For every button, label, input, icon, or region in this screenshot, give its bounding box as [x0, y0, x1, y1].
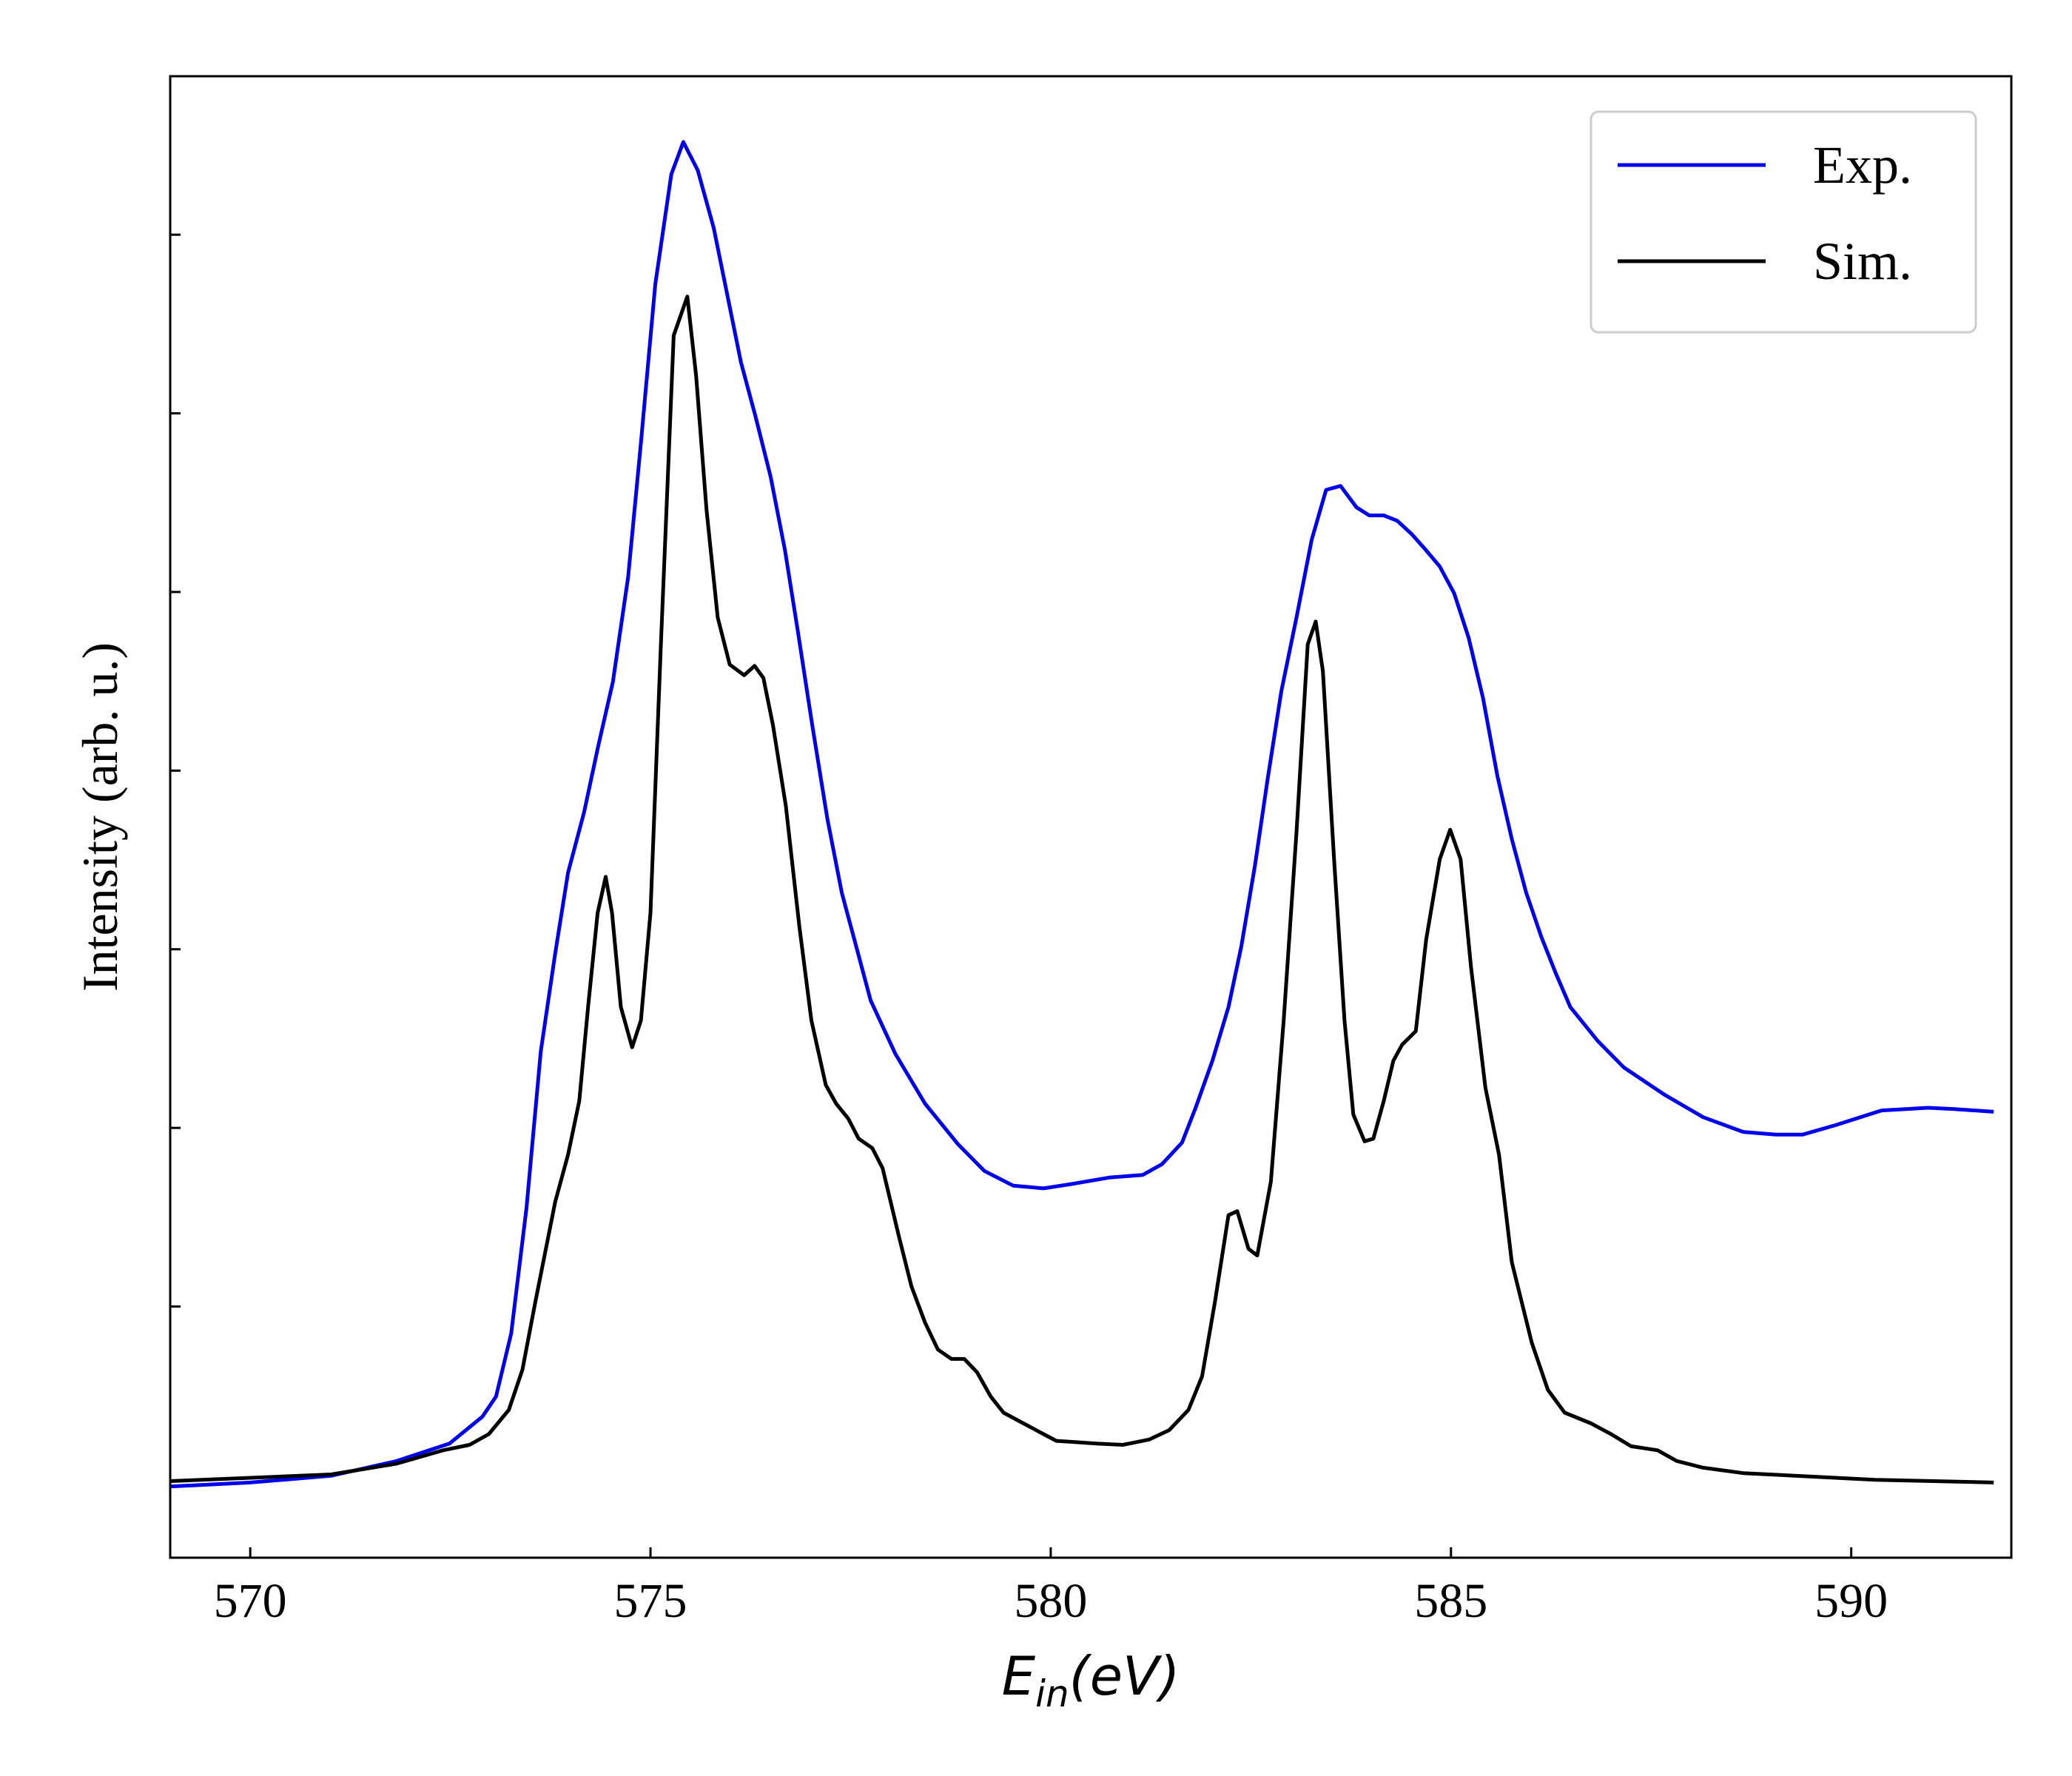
- series-line: [170, 295, 1994, 1484]
- x-axis-label: Ein(eV): [1002, 1645, 1180, 1715]
- x-tick-label: 570: [214, 1574, 287, 1628]
- x-label-sub: in: [1035, 1672, 1069, 1715]
- y-axis-label: Intensity (arb. u.): [72, 642, 128, 992]
- legend-label: Exp.: [1813, 135, 1912, 195]
- x-tick-label: 585: [1414, 1574, 1487, 1628]
- plot-frame: [169, 75, 2013, 1559]
- legend-box: [1590, 110, 1977, 334]
- x-label-main: E: [1002, 1645, 1036, 1707]
- series-line: [170, 140, 1994, 1489]
- x-tick-label: 580: [1014, 1574, 1087, 1628]
- legend-label: Sim.: [1813, 232, 1912, 291]
- x-label-rest: (eV): [1069, 1645, 1180, 1707]
- x-tick-label: 590: [1814, 1574, 1888, 1628]
- x-tick-label: 575: [614, 1574, 687, 1628]
